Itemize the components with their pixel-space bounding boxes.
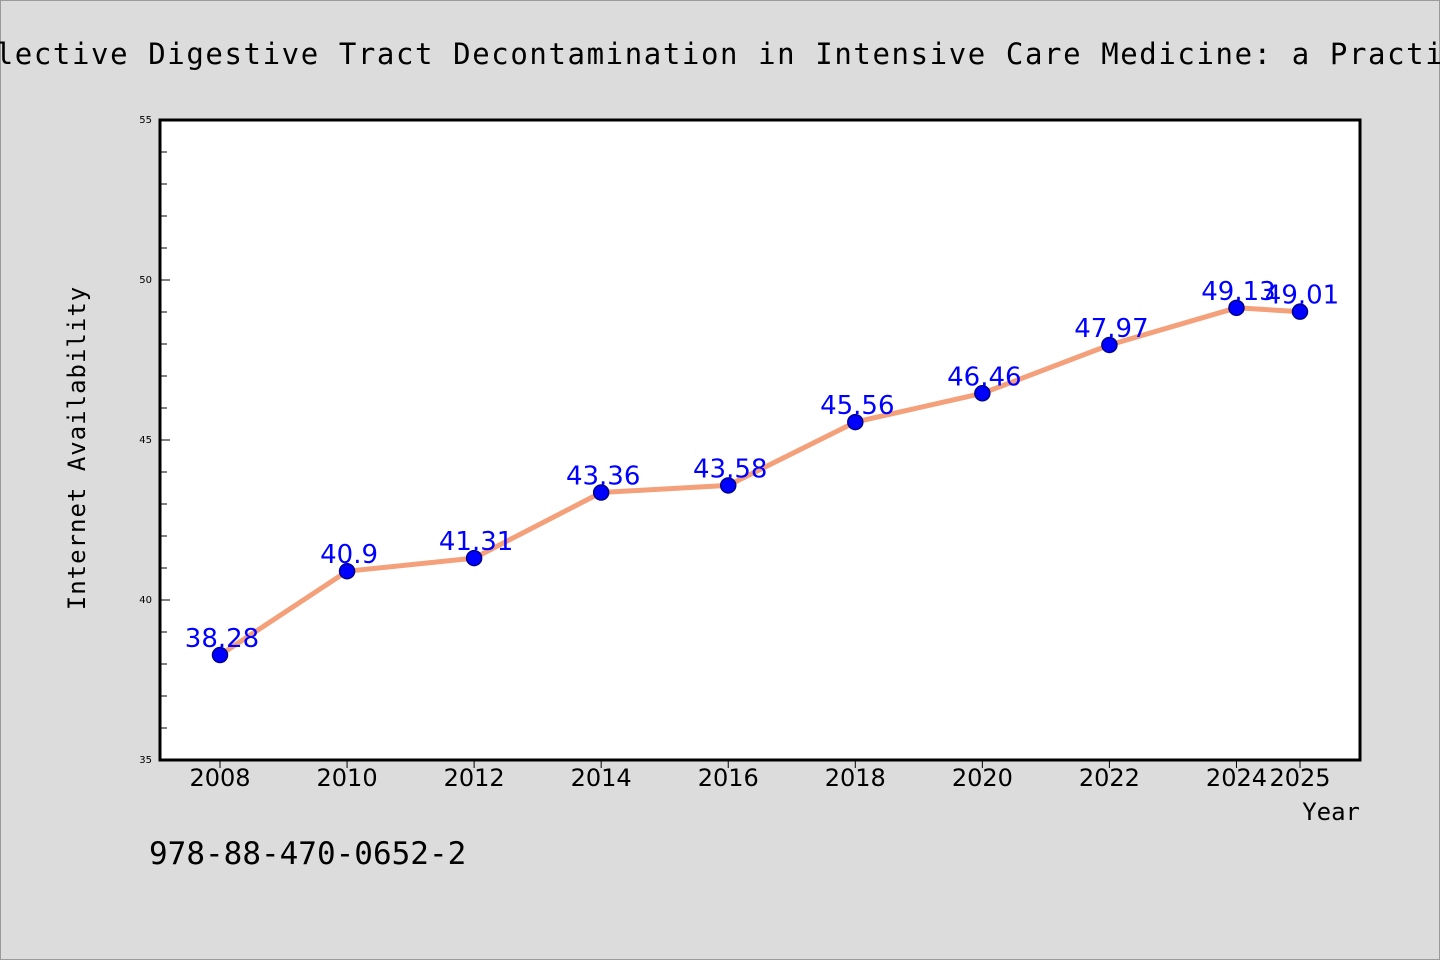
y-tick-label: 50 <box>139 275 152 286</box>
data-point <box>592 484 610 501</box>
x-tick-label: 2010 <box>317 764 378 792</box>
x-tick-label: 2012 <box>444 764 505 792</box>
y-tick-label: 40 <box>139 595 152 606</box>
y-axis: 35 40 45 50 55 <box>139 115 170 766</box>
x-axis: 2008 2010 2012 2014 2016 2018 2020 2022 2024 2025 <box>189 760 1331 792</box>
data-label: 49.01 <box>1265 281 1339 311</box>
x-tick-label: 2016 <box>698 764 759 792</box>
series-line <box>217 305 1303 658</box>
x-axis-label: Year <box>1302 798 1360 826</box>
y-tick-label: 45 <box>139 435 152 446</box>
y-axis-label: Internet Availability <box>63 286 91 610</box>
data-point <box>1291 303 1309 320</box>
data-label: 40.9 <box>320 540 378 570</box>
data-labels: 38.28 40.9 41.31 43.36 43.58 45.56 46.46 47.97 4… <box>185 277 1339 654</box>
data-label: 43.36 <box>566 461 640 491</box>
data-label: 43.58 <box>693 454 767 484</box>
data-label: 45.56 <box>820 391 894 421</box>
isbn-text: 978-88-470-0652-2 <box>149 836 466 872</box>
x-tick-label: 2018 <box>825 764 886 792</box>
data-point <box>847 413 864 431</box>
data-point <box>1228 299 1245 317</box>
y-tick-label: 55 <box>139 115 152 126</box>
data-label: 38.28 <box>185 624 259 654</box>
data-point <box>465 549 483 567</box>
y-tick-label: 35 <box>139 755 152 766</box>
data-label: 46.46 <box>947 362 1021 392</box>
x-tick-label: 2008 <box>189 764 250 792</box>
x-tick-label: 2025 <box>1269 764 1330 792</box>
data-point <box>211 646 229 664</box>
x-tick-label: 2022 <box>1079 764 1140 792</box>
data-label: 47.97 <box>1074 314 1148 344</box>
data-point <box>1101 336 1118 354</box>
x-tick-label: 2020 <box>952 764 1013 792</box>
data-point <box>338 562 356 580</box>
data-point <box>719 477 737 494</box>
x-tick-label: 2024 <box>1206 764 1267 792</box>
plot-area <box>158 118 1362 762</box>
data-point <box>974 385 991 402</box>
x-tick-label: 2014 <box>571 764 632 792</box>
data-label: 41.31 <box>439 527 513 557</box>
data-label: 49.13 <box>1201 277 1275 307</box>
series-markers <box>211 299 1309 664</box>
chart-title: Selective Digestive Tract Decontaminatio… <box>0 37 1440 71</box>
